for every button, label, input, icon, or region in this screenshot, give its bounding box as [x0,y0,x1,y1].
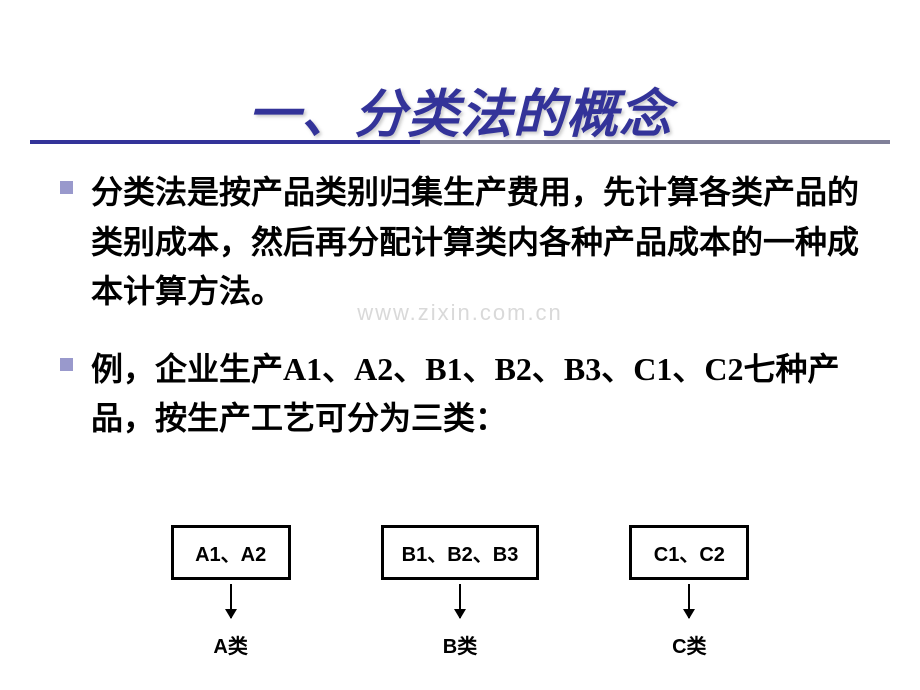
group-box-b: B1、B2、B3 [381,525,540,580]
arrow-down-icon [688,584,690,618]
diagram-column: C1、C2 C类 [629,525,749,659]
bullet-text: 例，企业生产A1、A2、B1、B2、B3、C1、C2七种产品，按生产工艺可分为三… [91,345,870,444]
diagram: A1、A2 A类 B1、B2、B3 B类 C1、C2 C类 [0,525,920,659]
group-box-a: A1、A2 [171,525,291,580]
bullet-item: 分类法是按产品类别归集生产费用，先计算各类产品的类别成本，然后再分配计算类内各种… [60,168,870,317]
category-label-b: B类 [443,630,477,659]
diagram-column: B1、B2、B3 B类 [381,525,540,659]
category-label-a: A类 [213,630,247,659]
bullet-item: 例，企业生产A1、A2、B1、B2、B3、C1、C2七种产品，按生产工艺可分为三… [60,345,870,444]
square-bullet-icon [60,181,73,194]
content-area: 分类法是按产品类别归集生产费用，先计算各类产品的类别成本，然后再分配计算类内各种… [60,168,870,472]
category-label-c: C类 [672,630,706,659]
arrow-down-icon [459,584,461,618]
group-box-c: C1、C2 [629,525,749,580]
slide-title: 一、分类法的概念 [0,72,920,147]
diagram-column: A1、A2 A类 [171,525,291,659]
square-bullet-icon [60,358,73,371]
arrow-down-icon [230,584,232,618]
bullet-text: 分类法是按产品类别归集生产费用，先计算各类产品的类别成本，然后再分配计算类内各种… [91,168,870,317]
title-underline-accent [30,140,420,144]
